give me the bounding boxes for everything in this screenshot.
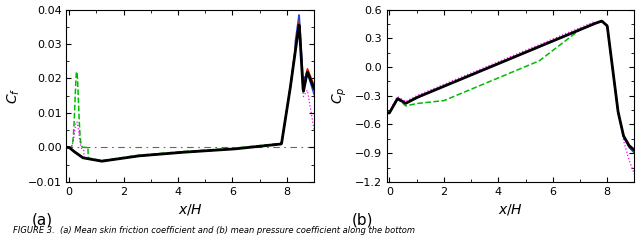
Y-axis label: $C_p$: $C_p$ xyxy=(331,87,349,104)
Y-axis label: $C_f$: $C_f$ xyxy=(6,88,22,104)
Text: (b): (b) xyxy=(352,213,374,228)
Text: (a): (a) xyxy=(32,213,53,228)
X-axis label: $x/H$: $x/H$ xyxy=(498,202,523,217)
Text: FIGURE 3.  (a) Mean skin friction coefficient and (b) mean pressure coefficient : FIGURE 3. (a) Mean skin friction coeffic… xyxy=(13,226,415,235)
X-axis label: $x/H$: $x/H$ xyxy=(178,202,203,217)
